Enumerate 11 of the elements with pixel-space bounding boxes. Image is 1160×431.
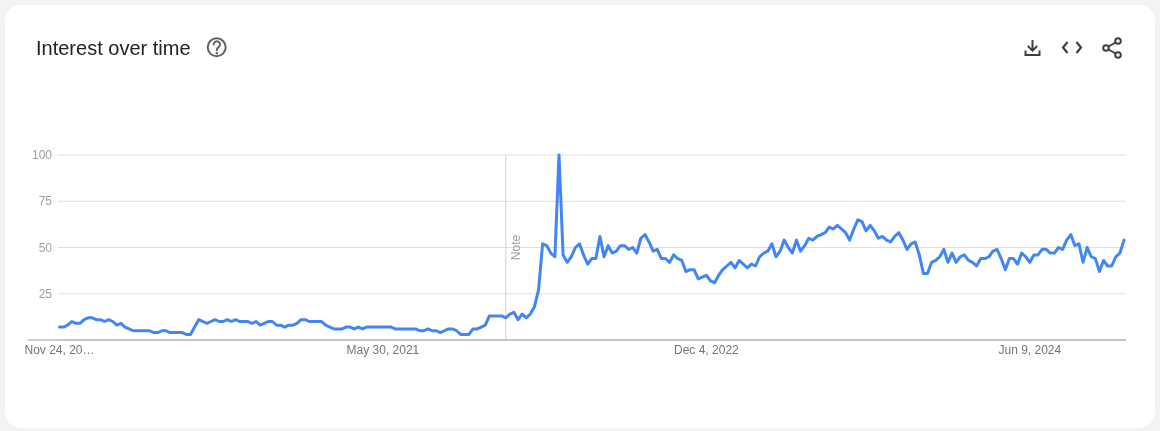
x-tick-label: May 30, 2021 [346, 343, 420, 357]
y-tick-label: 100 [31, 148, 53, 163]
chart-title: Interest over time [36, 37, 191, 59]
x-tick-label: Nov 24, 20… [24, 343, 95, 357]
y-tick-label: 75 [38, 194, 53, 209]
x-tick-label: Jun 9, 2024 [998, 343, 1062, 357]
line-series [58, 153, 1126, 336]
x-tick-label: Dec 4, 2022 [674, 343, 740, 357]
y-tick-label: 50 [38, 240, 53, 255]
ref-line-label: Note [508, 234, 523, 261]
y-tick-label: 25 [38, 286, 53, 301]
